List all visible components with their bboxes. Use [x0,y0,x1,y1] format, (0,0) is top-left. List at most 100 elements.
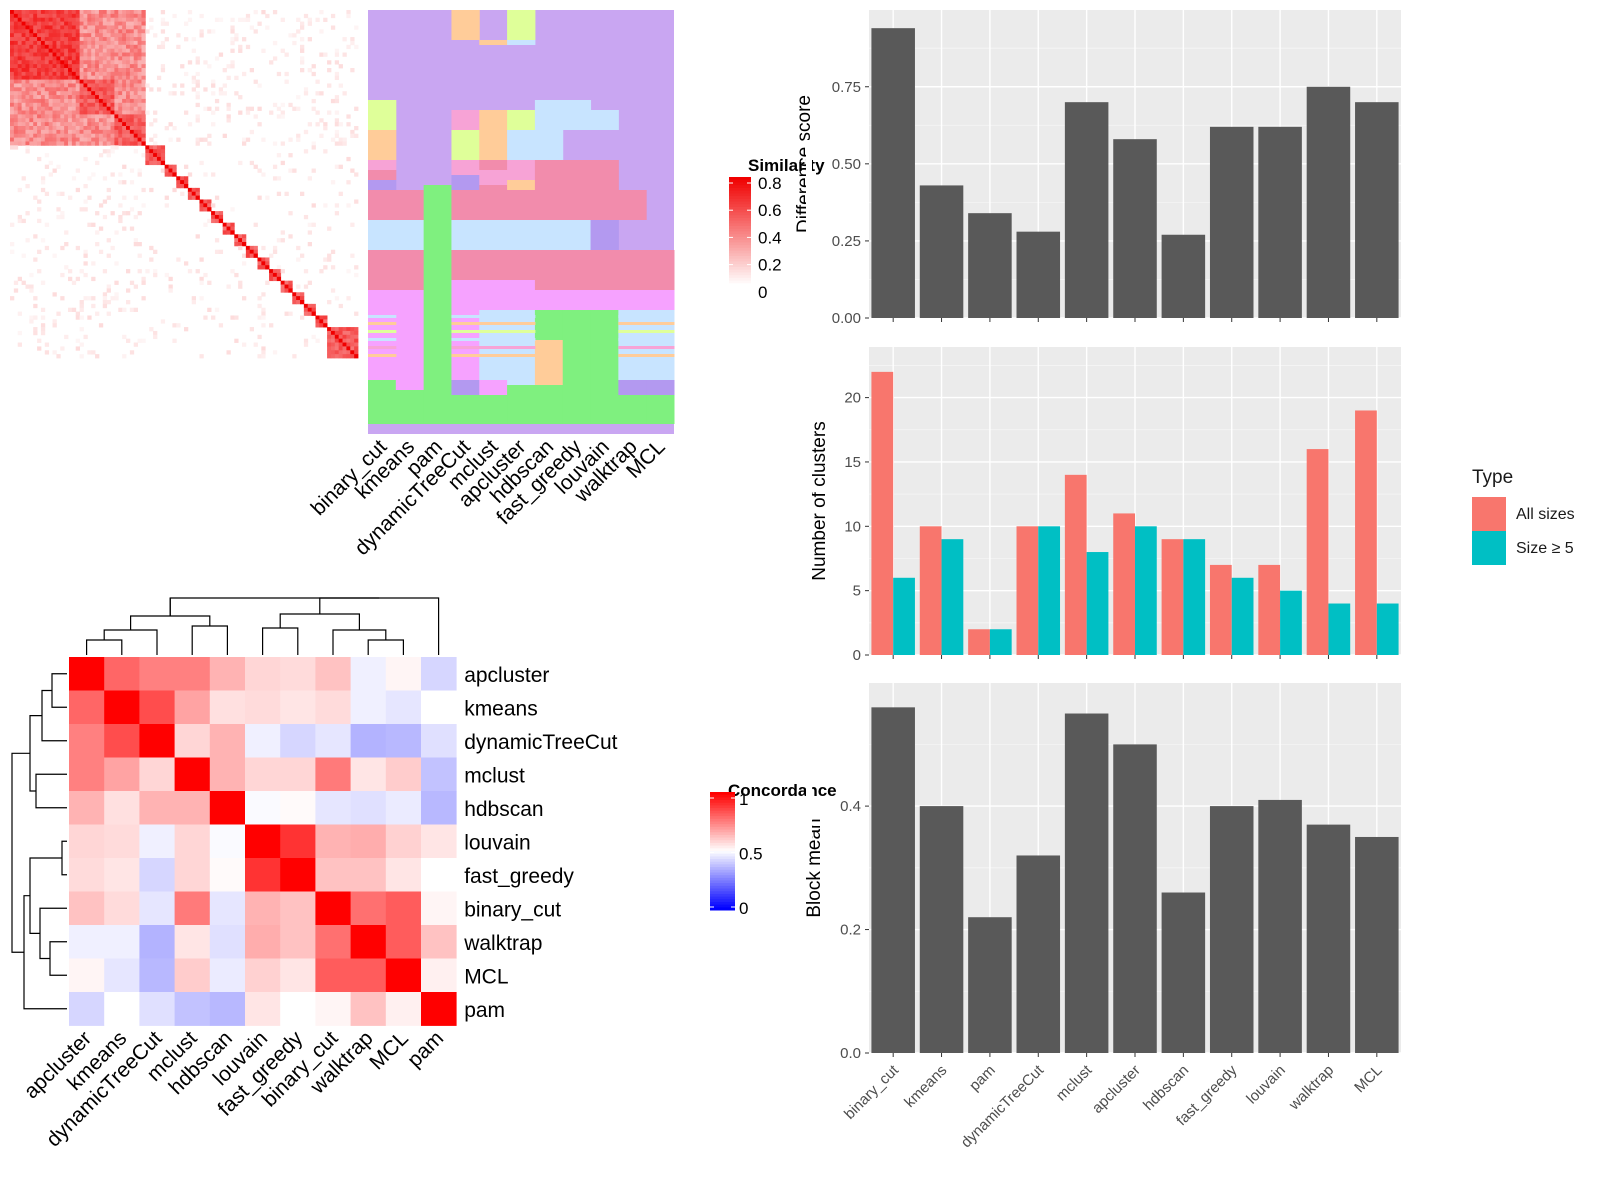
cluster-band [618,190,647,220]
similarity-cell [68,129,73,135]
similarity-cell [71,133,77,138]
bar-all-sizes [968,629,990,655]
concordance-cell [280,657,316,691]
similarity-cell [87,25,92,30]
similarity-cell [323,126,328,131]
similarity-cell [52,323,57,328]
similarity-cell [160,17,166,22]
similarity-cell [211,211,216,216]
similarity-cell [126,40,131,46]
similarity-cell [191,75,196,80]
concordance-row-label: MCL [464,965,508,988]
similarity-cell [126,29,131,34]
concordance-cell [280,757,316,792]
similarity-cell [342,334,347,340]
concordance-cell [69,958,105,993]
similarity-legend-step [729,185,751,189]
similarity-cell [56,79,61,84]
similarity-cell [153,249,158,254]
similarity-cell [292,106,297,111]
similarity-cell [102,300,108,305]
bar-all-sizes [1064,474,1087,655]
concordance-cell [139,690,175,725]
similarity-cell [71,29,77,34]
similarity-cell [29,75,34,80]
similarity-cell [114,17,119,22]
similarity-cell [40,83,46,88]
similarity-cell [21,218,26,224]
similarity-cell [13,21,19,26]
similarity-cell [10,17,15,22]
similarity-cell [95,242,100,247]
similarity-cell [137,110,142,115]
similarity-cell [79,354,84,359]
similarity-cell [118,68,123,73]
similarity-cell [71,176,77,181]
similarity-cell [17,129,22,135]
similarity-cell [110,33,115,38]
similarity-cell [25,145,30,150]
similarity-cell [33,106,38,111]
similarity-cell [29,118,34,123]
similarity-cell [75,68,80,73]
concordance-legend-step [710,840,735,844]
similarity-cell [156,44,162,50]
similarity-cell [83,137,88,142]
similarity-cell [172,338,177,343]
similarity-cell [253,164,258,169]
similarity-cell [195,71,200,77]
similarity-cell [60,40,65,46]
similarity-cell [106,21,111,26]
similarity-cell [33,110,38,115]
similarity-cell [129,122,135,127]
concordance-legend-step [710,883,735,887]
similarity-cell [110,75,115,80]
dendrogram-link [169,597,380,616]
similarity-cell [129,25,135,30]
similarity-cell [129,95,135,100]
similarity-cell [25,133,30,138]
similarity-cell [102,126,108,131]
similarity-cell [106,68,111,73]
similarity-cell [334,211,340,216]
similarity-cell [106,56,111,61]
similarity-legend-tick-label: 0.6 [758,201,782,220]
similarity-cell [145,83,150,88]
similarity-cell [245,17,251,22]
similarity-cell [98,52,104,57]
similarity-cell [292,168,297,173]
similarity-cell [137,79,142,84]
similarity-cell [265,280,270,285]
similarity-cell [56,114,61,119]
concordance-row-label: pam [464,999,505,1022]
similarity-cell [68,114,73,119]
similarity-cell [91,261,96,266]
similarity-cell [354,338,359,343]
cluster-band [395,250,425,290]
similarity-cell [327,110,332,115]
similarity-cell [102,98,108,104]
similarity-cell [222,68,227,73]
similarity-cell [52,114,57,119]
similarity-cell [33,79,38,84]
similarity-cell [40,102,46,108]
similarity-cell [346,350,351,355]
similarity-cell [71,52,77,57]
concordance-cell [385,657,422,691]
similarity-cell [106,64,111,69]
similarity-cell [64,95,69,100]
similarity-cell [195,269,200,274]
cluster-band [479,160,508,170]
similarity-cell [110,37,115,42]
similarity-cell [33,141,38,146]
similarity-cell [338,330,343,336]
similarity-cell [75,25,80,30]
cluster-band [507,220,536,250]
similarity-cell [71,110,77,115]
similarity-cell [17,102,22,108]
similarity-cell [126,269,131,274]
similarity-cell [110,71,115,77]
similarity-cell [323,122,328,127]
similarity-cell [269,110,274,115]
y-tick-label: 20 [844,390,861,407]
